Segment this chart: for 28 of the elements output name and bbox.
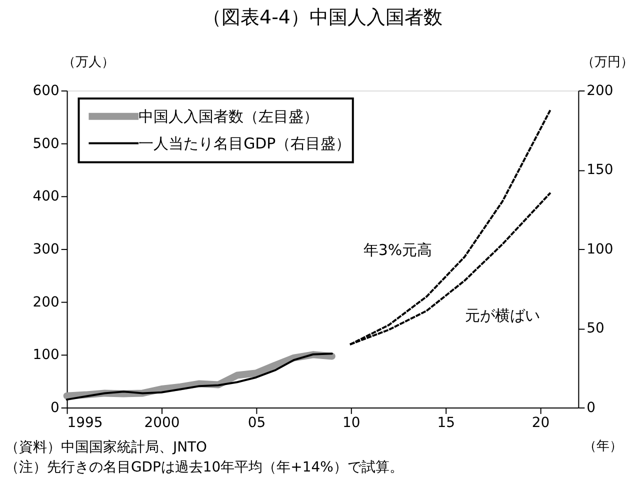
- y-tick-label: 500: [32, 136, 60, 152]
- x-tick-label: 2000: [144, 414, 180, 431]
- y2-axis-title: （万円）: [582, 55, 634, 70]
- y2-tick-label: 0: [586, 400, 596, 416]
- x-tick-label: 05: [248, 414, 266, 431]
- y2-tick-label: 50: [586, 320, 604, 337]
- x-tick-label: 15: [437, 414, 455, 431]
- y-tick-label: 400: [32, 188, 60, 205]
- x-tick-label: 1995: [67, 414, 103, 431]
- text: （資料）中国国家統計局、JNTO: [4, 439, 208, 456]
- text: （注）先行きの名目GDPは過去10年平均（年+14%）で試算。: [4, 459, 404, 476]
- x-tick-label: 20: [532, 414, 550, 431]
- legend-label: 一人当たり名目GDP（右目盛）: [138, 134, 351, 152]
- legend-label: 中国人入国者数（左目盛）: [138, 107, 319, 126]
- y-tick-label: 0: [50, 400, 60, 416]
- x-tick-label: 10: [342, 414, 360, 431]
- chart-title: （図表4-4）中国人入国者数: [202, 6, 442, 29]
- y2-tick-label: 200: [586, 82, 614, 99]
- y-tick-label: 600: [32, 82, 60, 99]
- y2-tick-label: 100: [586, 241, 614, 258]
- annotation: 年3%元高: [363, 240, 432, 259]
- annotation: 元が横ばい: [464, 306, 540, 325]
- y-tick-label: 100: [32, 347, 60, 364]
- y2-tick-label: 150: [586, 162, 614, 178]
- y-tick-label: 200: [32, 294, 60, 310]
- x-axis-title: （年）: [584, 438, 623, 454]
- y-tick-label: 300: [32, 241, 60, 258]
- y-axis-title: （万人）: [62, 55, 114, 70]
